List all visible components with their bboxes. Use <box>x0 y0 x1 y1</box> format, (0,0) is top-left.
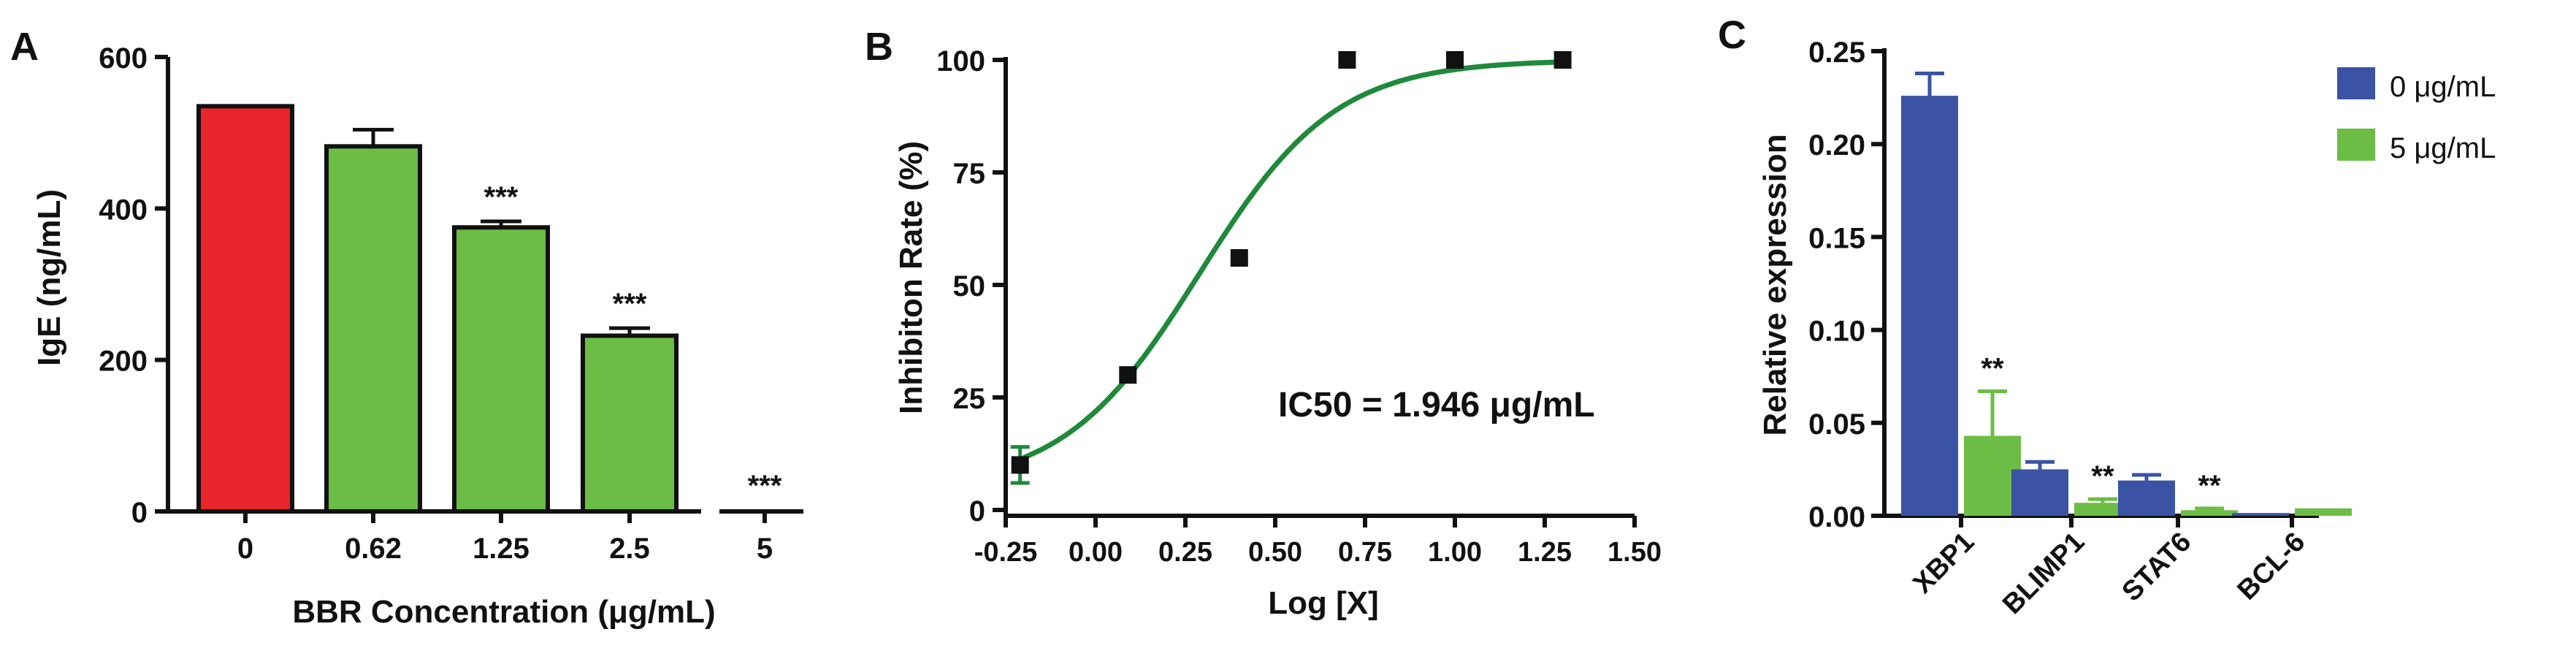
panel-c-bar <box>2232 513 2289 516</box>
panel-a-bar <box>324 144 422 514</box>
panel-b-data-point <box>1446 51 1464 69</box>
panel-a-x-axis-label: BBR Concentration (μg/mL) <box>292 594 715 630</box>
panel-c-legend: 0 μg/mL 5 μg/mL <box>2337 67 2496 164</box>
panel-b-letter: B <box>865 25 893 69</box>
panel-a-x-tick-label: 0 <box>237 533 253 565</box>
panel-b-y-tick-label: 100 <box>936 45 985 77</box>
panel-b-x-tick-label: 0.00 <box>1069 537 1123 568</box>
panel-b-y-tick-label: 50 <box>953 270 986 302</box>
panel-c-y-tick-label: 0.20 <box>1808 129 1865 161</box>
panel-a-bar <box>452 225 550 514</box>
panel-b-x-tick-label: 1.25 <box>1518 537 1572 568</box>
panel-c-bar <box>2074 503 2131 516</box>
panel-b-data-point <box>1553 51 1572 69</box>
panel-c-significance-mark: ** <box>2198 470 2221 502</box>
panel-a-bar <box>581 333 679 514</box>
panel-a-x-tick-label: 2.5 <box>609 533 650 565</box>
panel-a-x-tick-label: 1.25 <box>473 533 530 565</box>
panel-a-y-axis-label: IgE (ng/mL) <box>31 189 67 366</box>
legend-swatch-0-ug <box>2337 67 2375 99</box>
panel-b-fit-curve <box>1023 59 1563 460</box>
panel-a-y-tick-label: 200 <box>99 346 148 378</box>
panel-b-y-tick-label: 75 <box>953 158 986 190</box>
panel-c-bar <box>2011 469 2068 516</box>
panel-c-letter: C <box>1718 13 1746 57</box>
panel-c-y-tick-label: 0.00 <box>1808 501 1865 533</box>
panel-c-bar <box>2118 480 2175 516</box>
panel-c-x-tick-label: XBP1 <box>1907 527 1980 600</box>
panel-a-letter: A <box>10 25 39 69</box>
panel-c-y-tick-label: 0.05 <box>1808 408 1865 441</box>
panel-a-y-tick-label: 600 <box>99 42 148 75</box>
panel-b-data-point <box>1338 51 1356 69</box>
panel-c-x-tick-label: STAT6 <box>2117 527 2198 608</box>
panel-a-significance-mark: *** <box>748 470 782 502</box>
panel-b-x-tick-label: 0.75 <box>1338 537 1392 568</box>
panel-c-significance-mark: ** <box>1981 353 2004 385</box>
panel-b-x-tick-label: 0.50 <box>1248 537 1302 568</box>
panel-a-x-tick-label: 5 <box>757 533 773 565</box>
panel-c-y-tick-label: 0.10 <box>1808 316 1865 348</box>
panel-b-x-tick-label: -0.25 <box>974 537 1038 568</box>
panel-b-data-point <box>1230 249 1248 267</box>
panel-b-y-tick-label: 25 <box>953 383 986 415</box>
panel-c-bar <box>1901 96 1958 516</box>
panel-b-y-axis-label: Inhibiton Rate (%) <box>893 141 929 414</box>
panel-a-y-tick-label: 400 <box>99 194 148 226</box>
panel-b-ic50-annotation: IC50 = 1.946 μg/mL <box>1278 386 1595 424</box>
panel-c-x-tick-label: BCL-6 <box>2232 527 2312 606</box>
panel-b-x-axis-label: Log [X] <box>1268 585 1379 621</box>
panel-a-bar <box>196 104 294 514</box>
panel-b-x-tick-label: 0.25 <box>1158 537 1212 568</box>
panel-c-y-tick-label: 0.15 <box>1808 222 1865 254</box>
panel-a-y-tick-label: 0 <box>131 497 148 529</box>
panel-b-dose-response-chart: B Inhibiton Rate (%) Log [X] IC50 = 1.94… <box>865 25 1662 621</box>
legend-label-5-ug: 5 μg/mL <box>2390 132 2496 164</box>
panel-c-y-tick-label: 0.25 <box>1808 37 1865 69</box>
panel-c-significance-mark: ** <box>2091 460 2114 492</box>
panel-b-x-tick-label: 1.50 <box>1608 537 1662 568</box>
panel-c-bar <box>2181 510 2238 516</box>
panel-c-y-axis-label: Relative expression <box>1757 134 1793 435</box>
panel-a-bar-chart: A IgE (ng/mL) BBR Concentration (μg/mL) … <box>10 25 803 630</box>
panel-a-significance-mark: *** <box>484 181 519 213</box>
legend-label-0-ug: 0 μg/mL <box>2390 71 2496 103</box>
legend-swatch-5-ug <box>2337 129 2375 161</box>
panel-a-x-tick-label: 0.62 <box>345 533 402 565</box>
panel-b-data-point <box>1011 456 1029 474</box>
panel-c-grouped-bar-chart: C Relative expression 0 μg/mL 5 μg/mL 0.… <box>1718 13 2496 620</box>
panel-c-bar <box>2295 508 2352 516</box>
panel-b-y-tick-label: 0 <box>969 495 985 527</box>
panel-b-x-tick-label: 1.00 <box>1428 537 1482 568</box>
panel-b-data-point <box>1119 366 1137 384</box>
panel-a-significance-mark: *** <box>613 288 647 320</box>
panel-c-x-tick-label: BLIMP1 <box>1997 527 2090 620</box>
